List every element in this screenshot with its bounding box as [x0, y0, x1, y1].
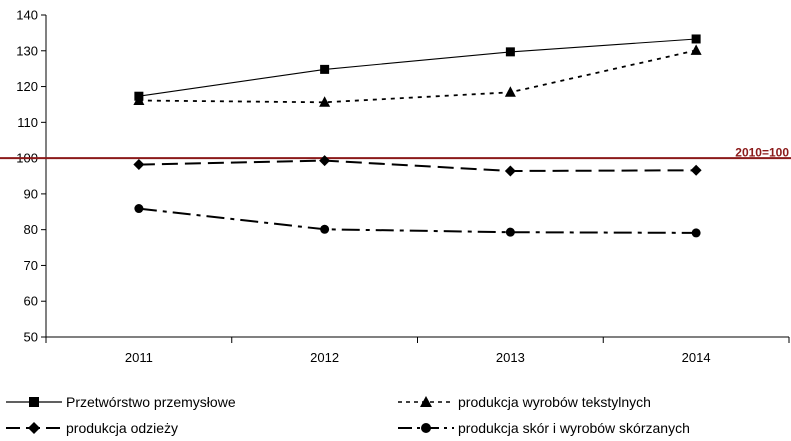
legend-swatch-triangle-icon: [398, 396, 454, 407]
series-line: [138, 159, 697, 173]
reference-line-label: 2010=100: [735, 146, 789, 160]
x-tick-label: 2013: [496, 350, 525, 365]
data-point-square: [505, 47, 515, 57]
data-point-diamond: [504, 165, 516, 177]
legend-label: produkcja wyrobów tekstylnych: [458, 394, 651, 410]
series-circle: [134, 204, 701, 238]
data-point-circle: [691, 228, 701, 238]
legend-label: produkcja odzieży: [66, 420, 179, 436]
data-point-circle: [134, 204, 144, 214]
series-diamond: [133, 155, 702, 177]
data-point-triangle: [690, 44, 702, 55]
series-triangle: [133, 44, 702, 107]
legend-item-1: produkcja wyrobów tekstylnych: [398, 392, 651, 412]
series-group: [133, 34, 702, 238]
y-tick-label: 50: [24, 330, 38, 345]
y-tick-label: 140: [16, 8, 38, 23]
legend-item-2: produkcja odzieży: [6, 418, 178, 438]
data-point-circle: [505, 227, 515, 237]
series-line: [138, 49, 697, 104]
data-point-circle: [320, 224, 330, 234]
y-tick-label: 80: [24, 222, 38, 237]
data-point-diamond: [319, 155, 331, 167]
legend-item-0: Przetwórstwo przemysłowe: [6, 392, 236, 412]
data-point-triangle: [319, 96, 331, 107]
legend-swatch-square-icon: [6, 397, 62, 407]
series-square: [134, 34, 701, 101]
y-tick-label: 110: [17, 115, 38, 130]
y-tick-label: 120: [16, 79, 38, 94]
data-point-diamond: [133, 159, 145, 171]
data-point-square: [320, 64, 330, 74]
reference-line-group: 2010=100: [0, 146, 791, 160]
legend-swatch-diamond-icon: [6, 422, 62, 434]
series-line: [138, 207, 697, 234]
y-tick-label: 60: [24, 294, 38, 309]
data-point-diamond: [690, 164, 702, 176]
legend-item-3: produkcja skór i wyrobów skórzanych: [398, 418, 690, 438]
data-point-square: [691, 34, 701, 44]
x-axis: 2011 2012 2013 2014: [45, 336, 790, 365]
legend-label: Przetwórstwo przemysłowe: [66, 394, 236, 410]
y-tick-label: 130: [16, 43, 38, 58]
legend: Przetwórstwo przemysłowe produkcja wyrob…: [0, 386, 791, 441]
legend-swatch-circle-icon: [398, 423, 454, 433]
y-tick-label: 90: [24, 186, 38, 201]
series-line: [138, 38, 697, 97]
x-tick-label: 2012: [310, 350, 339, 365]
y-tick-label: 70: [24, 258, 38, 273]
legend-label: produkcja skór i wyrobów skórzanych: [458, 420, 690, 436]
data-point-triangle: [504, 86, 516, 97]
data-point-triangle: [133, 94, 145, 106]
x-tick-label: 2011: [125, 350, 153, 365]
x-tick-label: 2014: [682, 350, 711, 365]
